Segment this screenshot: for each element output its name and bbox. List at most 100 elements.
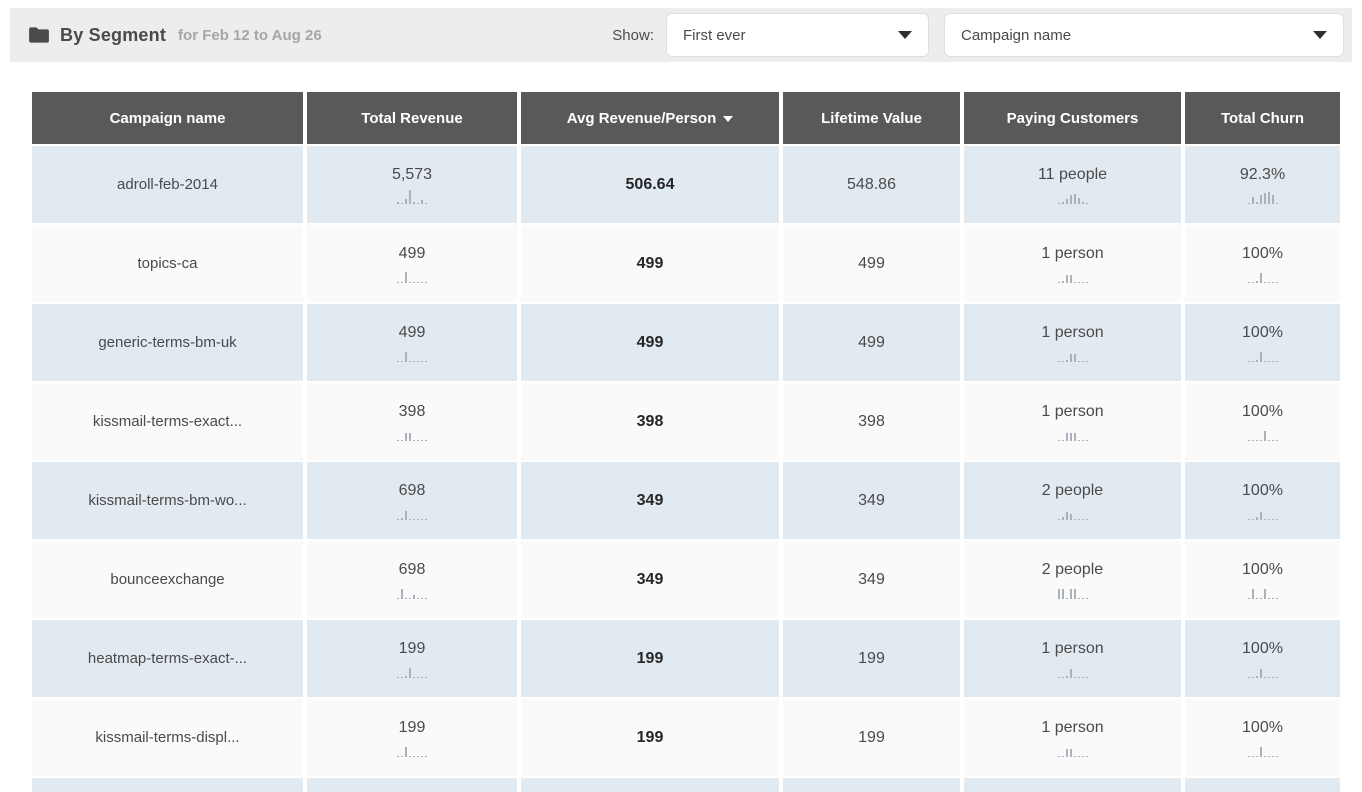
show-label: Show:: [612, 26, 654, 44]
cell-paying-customers: 1 person: [964, 225, 1181, 302]
cell-avg-revenue-per-person: 349: [521, 541, 779, 618]
table-row-partial: [32, 778, 1340, 792]
segment-dropdown[interactable]: Campaign name: [944, 13, 1344, 57]
date-range-label: for Feb 12 to Aug 26: [178, 26, 322, 44]
total-churn-sparkline: [1247, 268, 1279, 283]
show-dropdown[interactable]: First ever: [666, 13, 929, 57]
cell-avg-revenue-per-person: 398: [521, 383, 779, 460]
total-churn-sparkline: [1247, 426, 1279, 441]
cell-total-churn: 100%: [1185, 304, 1340, 381]
show-dropdown-value: First ever: [683, 26, 746, 44]
partial-cell: [964, 778, 1181, 792]
cell-total-churn: 100%: [1185, 383, 1340, 460]
total-churn-sparkline: [1247, 584, 1279, 599]
total-revenue-value: 499: [398, 323, 426, 341]
cell-lifetime-value: 499: [783, 304, 960, 381]
cell-total-revenue: 499: [307, 225, 517, 302]
column-header-label: Avg Revenue/Person: [566, 109, 717, 127]
total-churn-sparkline: [1247, 347, 1279, 362]
total-revenue-value: 398: [398, 402, 426, 420]
campaign-name: bounceexchange: [110, 571, 225, 588]
paying-customers-value: 1 person: [1041, 323, 1104, 341]
campaign-name: topics-ca: [137, 255, 198, 272]
partial-cell: [307, 778, 517, 792]
total-churn-value: 100%: [1242, 244, 1283, 262]
avg-revenue-value: 349: [636, 570, 664, 588]
cell-campaign-name: kissmail-terms-bm-wo...: [32, 462, 303, 539]
cell-lifetime-value: 199: [783, 699, 960, 776]
cell-paying-customers: 2 people: [964, 541, 1181, 618]
segment-dropdown-value: Campaign name: [961, 26, 1072, 44]
paying-customers-value: 1 person: [1041, 244, 1104, 262]
total-revenue-sparkline: [396, 505, 428, 520]
table-row: adroll-feb-2014 5,573 506.64 548.86 11 p…: [32, 146, 1340, 223]
cell-paying-customers: 1 person: [964, 699, 1181, 776]
cell-lifetime-value: 548.86: [783, 146, 960, 223]
total-churn-value: 92.3%: [1239, 165, 1286, 183]
cell-paying-customers: 1 person: [964, 304, 1181, 381]
sort-caret-icon: [723, 116, 734, 122]
cell-total-churn: 100%: [1185, 620, 1340, 697]
cell-campaign-name: topics-ca: [32, 225, 303, 302]
segment-table: Campaign name Total Revenue Avg Revenue/…: [32, 92, 1340, 792]
total-revenue-sparkline: [396, 426, 428, 441]
total-churn-value: 100%: [1242, 402, 1283, 420]
total-revenue-value: 199: [398, 639, 426, 657]
cell-paying-customers: 1 person: [964, 620, 1181, 697]
report-title-group: By Segment for Feb 12 to Aug 26: [28, 25, 322, 46]
paying-customers-sparkline: [1057, 505, 1089, 520]
total-revenue-value: 698: [398, 560, 426, 578]
lifetime-value: 548.86: [847, 175, 896, 193]
total-revenue-value: 5,573: [391, 165, 433, 183]
total-churn-value: 100%: [1242, 639, 1283, 657]
lifetime-value: 199: [858, 649, 885, 667]
column-header[interactable]: Total Churn: [1185, 92, 1340, 144]
paying-customers-sparkline: [1057, 584, 1089, 599]
column-header[interactable]: Total Revenue: [307, 92, 517, 144]
table-row: bounceexchange 698 349 349 2 people 100%: [32, 541, 1340, 618]
column-header-label: Campaign name: [109, 109, 226, 127]
chevron-down-icon: [1313, 31, 1327, 39]
campaign-name: adroll-feb-2014: [117, 176, 218, 193]
cell-campaign-name: bounceexchange: [32, 541, 303, 618]
avg-revenue-value: 499: [636, 254, 664, 272]
cell-avg-revenue-per-person: 199: [521, 699, 779, 776]
paying-customers-value: 2 people: [1041, 560, 1104, 578]
column-header[interactable]: Campaign name: [32, 92, 303, 144]
table-header-row: Campaign name Total Revenue Avg Revenue/…: [32, 92, 1340, 144]
cell-paying-customers: 2 people: [964, 462, 1181, 539]
cell-avg-revenue-per-person: 506.64: [521, 146, 779, 223]
paying-customers-value: 1 person: [1041, 402, 1104, 420]
cell-total-revenue: 698: [307, 541, 517, 618]
total-revenue-sparkline: [396, 584, 428, 599]
total-churn-value: 100%: [1242, 481, 1283, 499]
total-revenue-value: 698: [398, 481, 426, 499]
column-header-label: Total Revenue: [361, 109, 463, 127]
campaign-name: kissmail-terms-exact...: [92, 413, 243, 430]
cell-avg-revenue-per-person: 349: [521, 462, 779, 539]
cell-avg-revenue-per-person: 199: [521, 620, 779, 697]
total-churn-sparkline: [1247, 742, 1279, 757]
partial-cell: [783, 778, 960, 792]
table-row: topics-ca 499 499 499 1 person 100%: [32, 225, 1340, 302]
total-churn-value: 100%: [1242, 323, 1283, 341]
column-header-label: Lifetime Value: [821, 109, 922, 127]
total-churn-value: 100%: [1242, 560, 1283, 578]
avg-revenue-value: 199: [636, 728, 664, 746]
cell-total-revenue: 698: [307, 462, 517, 539]
paying-customers-sparkline: [1057, 742, 1089, 757]
paying-customers-value: 11 people: [1037, 165, 1108, 183]
lifetime-value: 349: [858, 491, 885, 509]
total-churn-value: 100%: [1242, 718, 1283, 736]
cell-campaign-name: generic-terms-bm-uk: [32, 304, 303, 381]
page-title: By Segment: [60, 24, 167, 45]
paying-customers-sparkline: [1057, 426, 1089, 441]
cell-avg-revenue-per-person: 499: [521, 304, 779, 381]
column-header[interactable]: Lifetime Value: [783, 92, 960, 144]
table-row: kissmail-terms-displ... 199 199 199 1 pe…: [32, 699, 1340, 776]
column-header[interactable]: Paying Customers: [964, 92, 1181, 144]
column-header[interactable]: Avg Revenue/Person: [521, 92, 779, 144]
cell-lifetime-value: 398: [783, 383, 960, 460]
table-row: kissmail-terms-exact... 398 398 398 1 pe…: [32, 383, 1340, 460]
table-row: kissmail-terms-bm-wo... 698 349 349 2 pe…: [32, 462, 1340, 539]
